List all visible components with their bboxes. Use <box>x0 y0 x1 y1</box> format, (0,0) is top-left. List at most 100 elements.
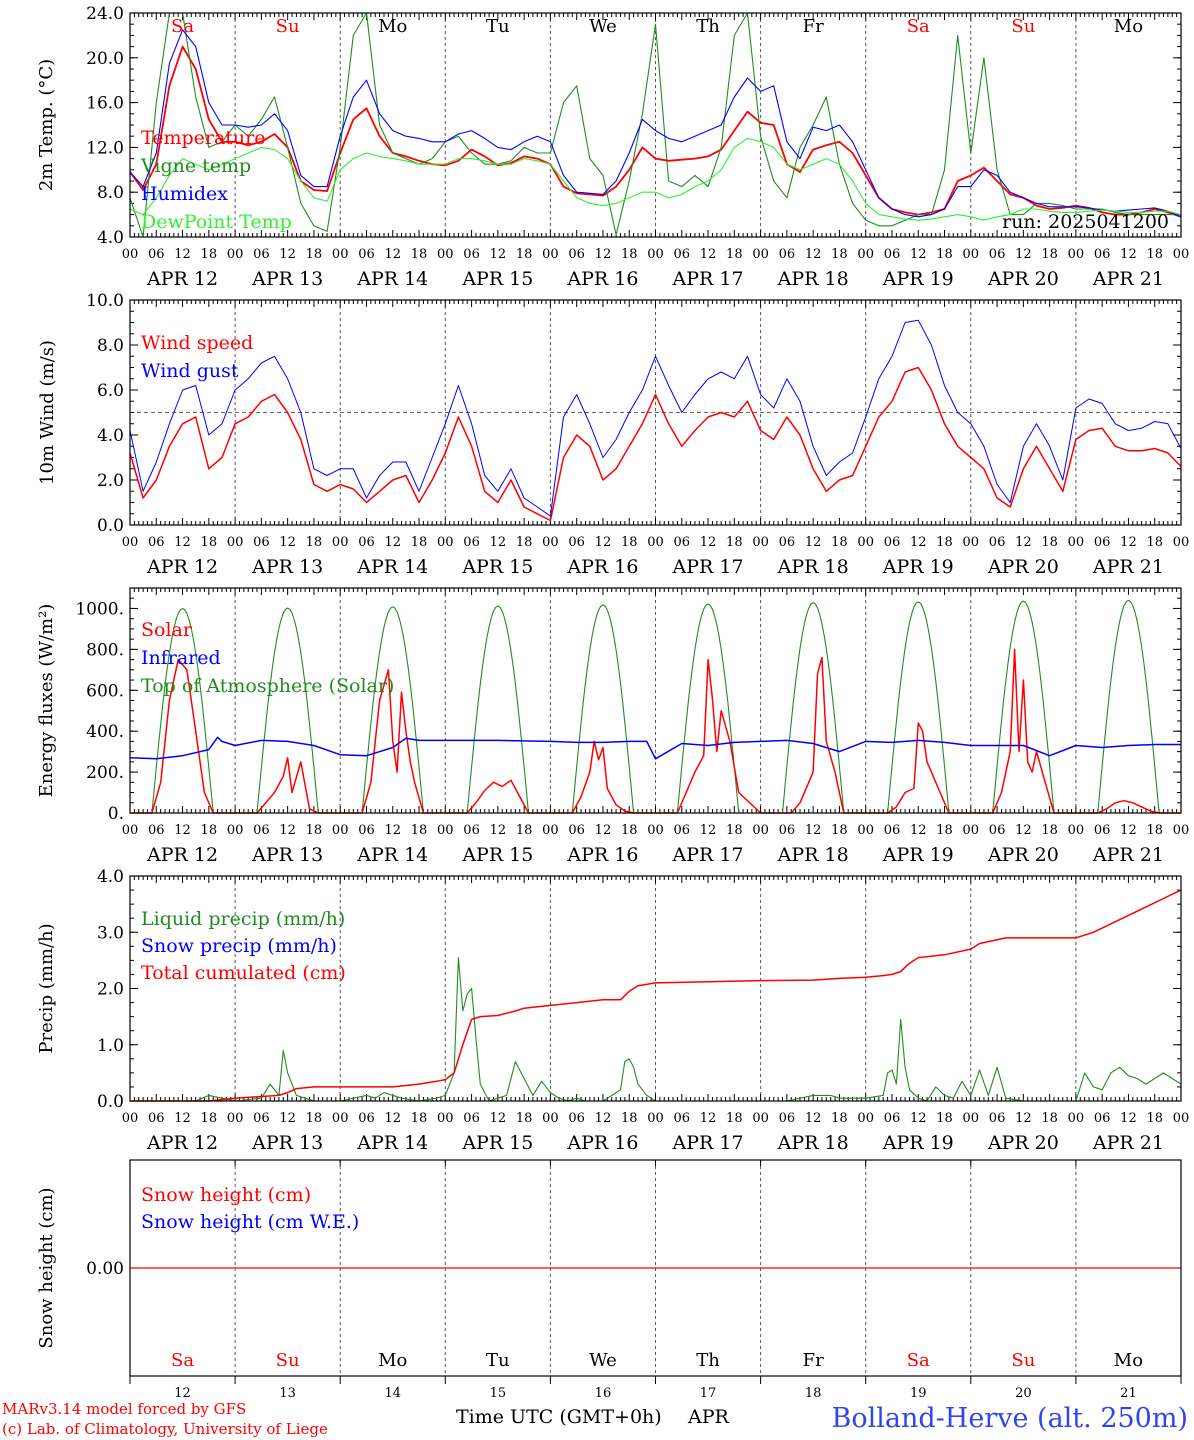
series-line-total-cumulated-cm- <box>130 889 1182 1102</box>
hour-tick-label: 18 <box>306 1111 323 1126</box>
date-label: APR 16 <box>566 556 638 578</box>
hour-tick-label: 06 <box>674 823 691 838</box>
date-label: APR 19 <box>882 556 954 578</box>
hour-tick-label: 18 <box>621 247 638 262</box>
weekday-label: Su <box>1011 1350 1035 1371</box>
hour-tick-label: 18 <box>411 1111 428 1126</box>
legend-item: DewPoint Temp <box>141 211 292 233</box>
hour-tick-label: 18 <box>516 823 533 838</box>
hour-tick-label: 00 <box>857 823 874 838</box>
date-label: APR 15 <box>461 268 533 290</box>
date-label: APR 21 <box>1092 556 1164 578</box>
footer: MARv3.14 model forced by GFS (c) Lab. of … <box>2 1400 1188 1438</box>
hour-tick-label: 00 <box>227 535 244 550</box>
hour-tick-label: 12 <box>910 535 927 550</box>
date-label: APR 12 <box>146 844 218 866</box>
y-axis-label: Snow height (cm) <box>36 1187 57 1348</box>
day-number-label: 20 <box>1015 1386 1032 1401</box>
weekday-label: Fr <box>803 1350 824 1371</box>
hour-tick-label: 06 <box>358 1111 375 1126</box>
hour-tick-label: 12 <box>279 247 296 262</box>
hour-tick-label: 06 <box>989 823 1006 838</box>
weekday-label: Su <box>276 1350 300 1371</box>
hour-tick-label: 06 <box>1094 535 1111 550</box>
hour-tick-label: 18 <box>621 1111 638 1126</box>
weekday-label: Su <box>1011 16 1035 37</box>
hour-tick-label: 06 <box>1094 823 1111 838</box>
legend-item: Total cumulated (cm) <box>141 962 346 984</box>
hour-tick-label: 18 <box>516 1111 533 1126</box>
y-tick-label: 16.0 <box>86 94 124 114</box>
legend-item: Humidex <box>141 183 228 205</box>
weekday-label: Tu <box>486 1350 510 1371</box>
hour-tick-label: 06 <box>463 1111 480 1126</box>
panel-precip: 0.0 1.0 2.0 3.0 4.0 Precip (mm/h) Liquid preci… <box>36 867 1189 1154</box>
hour-tick-label: 06 <box>148 823 165 838</box>
y-tick-label: 800. <box>86 640 124 660</box>
weekday-label: Fr <box>803 16 824 37</box>
hour-tick-label: 00 <box>647 247 664 262</box>
legend-item: Solar <box>141 619 193 641</box>
hour-tick-label: 12 <box>1015 247 1032 262</box>
hour-tick-label: 18 <box>201 1111 218 1126</box>
hour-tick-label: 12 <box>700 823 717 838</box>
hour-tick-label: 12 <box>1015 823 1032 838</box>
hour-tick-label: 12 <box>1120 535 1137 550</box>
day-number-label: 19 <box>910 1386 927 1401</box>
date-label: APR 14 <box>356 1132 428 1154</box>
date-label: APR 19 <box>882 844 954 866</box>
hour-tick-label: 00 <box>1173 535 1190 550</box>
y-tick-label: 0. <box>108 804 124 824</box>
date-label: APR 20 <box>987 268 1059 290</box>
hour-tick-label: 00 <box>857 1111 874 1126</box>
date-label: APR 21 <box>1092 1132 1164 1154</box>
hour-tick-label: 18 <box>411 535 428 550</box>
hour-tick-label: 18 <box>726 1111 743 1126</box>
hour-tick-label: 00 <box>963 1111 980 1126</box>
y-tick-label: 3.0 <box>97 923 124 943</box>
weekday-label: Mo <box>378 16 407 37</box>
hour-tick-label: 06 <box>358 823 375 838</box>
hour-tick-label: 12 <box>805 823 822 838</box>
month-label: APR <box>687 1406 730 1428</box>
hour-tick-label: 12 <box>1120 247 1137 262</box>
hour-tick-label: 12 <box>700 247 717 262</box>
hour-tick-label: 00 <box>437 1111 454 1126</box>
hour-tick-label: 00 <box>332 247 349 262</box>
plot-frame <box>129 587 1182 814</box>
hour-tick-label: 12 <box>384 535 401 550</box>
date-label: APR 18 <box>777 1132 849 1154</box>
hour-tick-label: 18 <box>726 535 743 550</box>
hour-tick-label: 00 <box>542 247 559 262</box>
weekday-label: Mo <box>1114 1350 1143 1371</box>
y-tick-label: 0.00 <box>86 1259 124 1279</box>
weekday-label: Th <box>696 1350 720 1371</box>
hour-tick-label: 06 <box>674 1111 691 1126</box>
hour-tick-label: 00 <box>227 247 244 262</box>
hour-tick-label: 06 <box>674 535 691 550</box>
hour-tick-label: 00 <box>122 1111 139 1126</box>
series-line-wind-gust <box>129 319 1182 517</box>
date-label: APR 15 <box>461 556 533 578</box>
legend-item: Snow height (cm W.E.) <box>141 1211 359 1233</box>
hour-tick-label: 06 <box>989 247 1006 262</box>
date-label: APR 13 <box>251 556 323 578</box>
hour-tick-label: 12 <box>595 823 612 838</box>
hour-tick-label: 06 <box>884 823 901 838</box>
hour-tick-label: 06 <box>568 1111 585 1126</box>
y-tick-label: 24.0 <box>86 4 124 24</box>
hour-tick-label: 00 <box>1068 1111 1085 1126</box>
day-number-label: 18 <box>805 1386 822 1401</box>
hour-tick-label: 06 <box>148 1111 165 1126</box>
hour-tick-label: 06 <box>253 1111 270 1126</box>
legend-item: Wind speed <box>141 332 253 354</box>
hour-tick-label: 12 <box>595 535 612 550</box>
series-line-humidex <box>129 29 1182 218</box>
weekday-label: We <box>589 1350 617 1371</box>
hour-tick-label: 00 <box>1173 1111 1190 1126</box>
y-tick-label: 400. <box>86 722 124 742</box>
weekday-label: Th <box>696 16 720 37</box>
hour-tick-label: 18 <box>936 823 953 838</box>
hour-tick-label: 18 <box>831 247 848 262</box>
